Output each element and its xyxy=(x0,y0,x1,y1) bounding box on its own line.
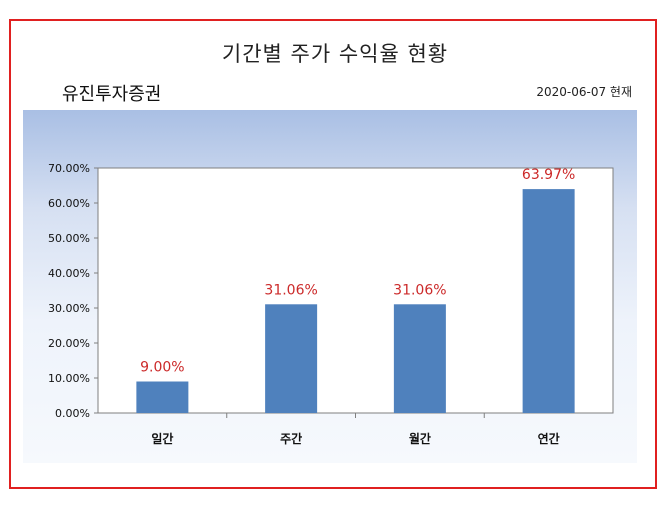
company-name: 유진투자증권 xyxy=(62,84,162,105)
y-tick-label: 10.00% xyxy=(48,372,90,385)
bar xyxy=(136,381,189,413)
bar-data-label: 9.00% xyxy=(140,360,184,376)
bar-data-label: 31.06% xyxy=(264,282,317,298)
x-category-label: 일간 xyxy=(151,431,173,446)
x-category-label: 주간 xyxy=(280,431,302,446)
bar xyxy=(522,189,575,413)
bar xyxy=(393,304,446,413)
y-tick-label: 20.00% xyxy=(48,337,90,350)
as-of-date: 2020-06-07 현재 xyxy=(536,85,632,99)
x-category-label: 연간 xyxy=(538,431,560,446)
bar-data-label: 63.97% xyxy=(522,167,575,183)
bar-chart: 0.00% 10.00% 20.00% 30.00% 40.00% 50.00% 60.00… xyxy=(48,162,614,446)
bar-data-label: 31.06% xyxy=(393,282,446,298)
y-tick-label: 40.00% xyxy=(48,267,90,280)
x-category-label: 월간 xyxy=(409,431,431,446)
y-tick-label: 50.00% xyxy=(48,232,90,245)
chart-area: 0.00% 10.00% 20.00% 30.00% 40.00% 50.00% 60.00… xyxy=(23,110,637,463)
y-tick-label: 70.00% xyxy=(48,162,90,175)
bar xyxy=(265,304,318,413)
y-tick-label: 0.00% xyxy=(55,407,90,420)
y-tick-label: 30.00% xyxy=(48,302,90,315)
y-tick-label: 60.00% xyxy=(48,197,90,210)
chart-title: 기간별 주가 수익율 현황 xyxy=(221,42,449,66)
